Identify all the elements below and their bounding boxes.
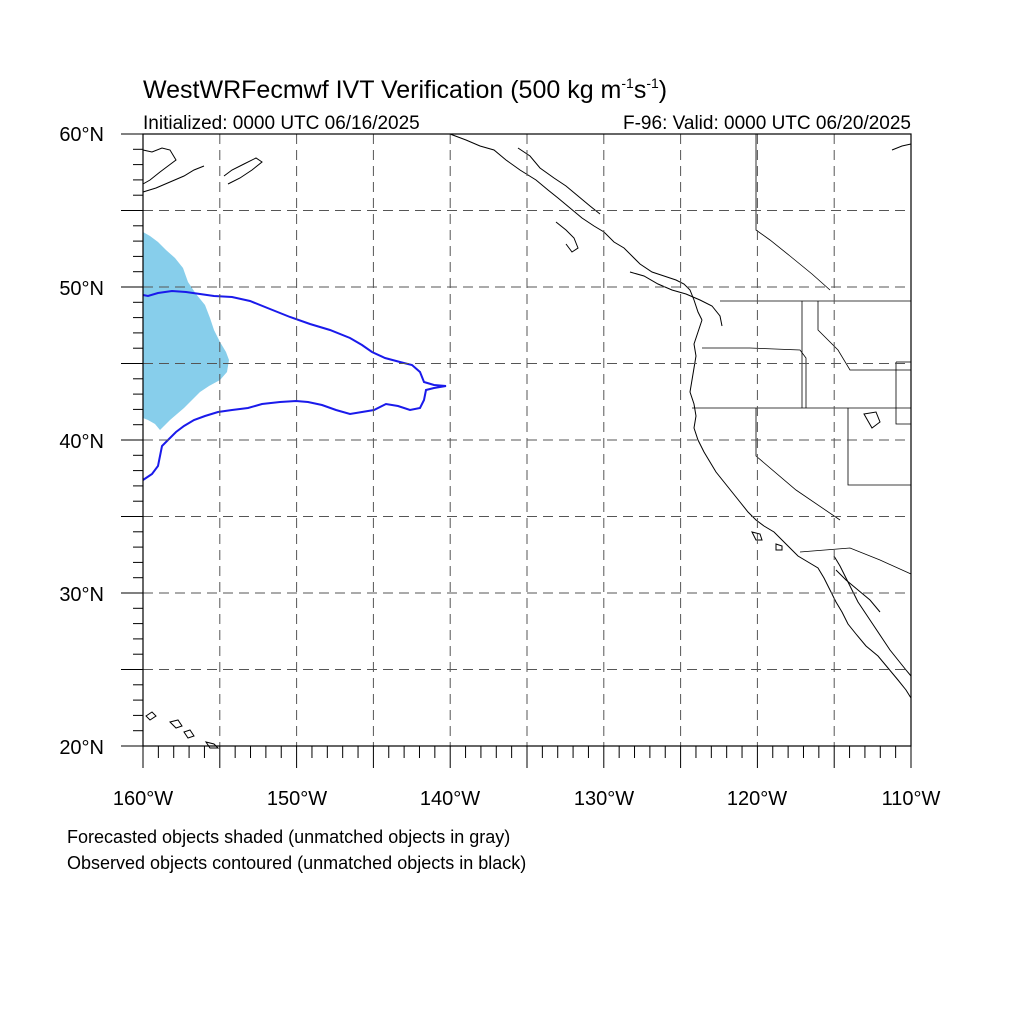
title-exp1: -1 bbox=[621, 75, 634, 91]
observed-object-contour bbox=[142, 289, 447, 481]
axis-ticks bbox=[121, 133, 912, 768]
lon-label-160w: 160°W bbox=[113, 788, 173, 810]
lat-label-40: 40°N bbox=[59, 431, 104, 453]
lat-label-20: 20°N bbox=[59, 737, 104, 759]
longitude-labels: 160°W 150°W 140°W 130°W 120°W 110°W bbox=[113, 788, 941, 810]
lat-label-60: 60°N bbox=[59, 124, 104, 146]
title-main: WestWRFecmwf IVT Verification (500 kg m bbox=[143, 76, 621, 104]
valid-time-label: F-96: Valid: 0000 UTC 06/20/2025 bbox=[623, 113, 911, 134]
init-time-label: Initialized: 0000 UTC 06/16/2025 bbox=[143, 113, 420, 134]
forecast-object-shaded bbox=[143, 232, 229, 430]
lon-label-130w: 130°W bbox=[574, 788, 634, 810]
political-boundaries bbox=[692, 134, 912, 575]
lat-lon-grid bbox=[143, 134, 911, 746]
legend-forecast-note: Forecasted objects shaded (unmatched obj… bbox=[67, 827, 510, 847]
lon-label-150w: 150°W bbox=[267, 788, 327, 810]
title-mid: s bbox=[634, 76, 647, 104]
title-close: ) bbox=[659, 76, 667, 104]
map-plot-area bbox=[121, 133, 912, 768]
lon-label-120w: 120°W bbox=[727, 788, 787, 810]
lon-label-110w: 110°W bbox=[882, 788, 941, 810]
lon-label-140w: 140°W bbox=[420, 788, 480, 810]
legend-observed-note: Observed objects contoured (unmatched ob… bbox=[67, 853, 526, 873]
lat-label-50: 50°N bbox=[59, 278, 104, 300]
map-title: WestWRFecmwf IVT Verification (500 kg m-… bbox=[143, 75, 667, 104]
latitude-labels: 60°N 50°N 40°N 30°N 20°N bbox=[59, 124, 104, 759]
title-exp2: -1 bbox=[646, 75, 659, 91]
lat-label-30: 30°N bbox=[59, 584, 104, 606]
